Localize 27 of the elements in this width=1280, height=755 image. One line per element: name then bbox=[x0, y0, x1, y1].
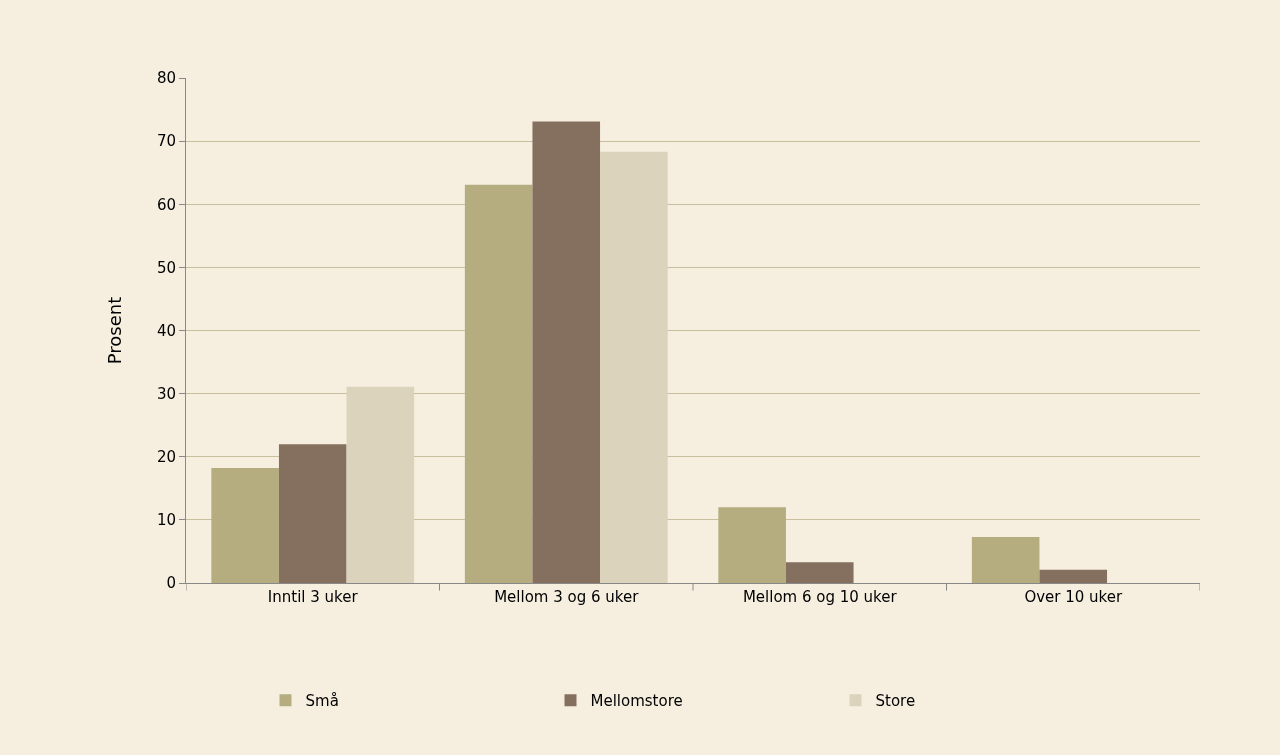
bar bbox=[464, 184, 533, 583]
x-tick-label: Mellom 3 og 6 uker bbox=[494, 588, 640, 606]
bar bbox=[532, 121, 601, 583]
bar bbox=[211, 468, 279, 583]
legend-label: Små bbox=[305, 692, 339, 711]
y-tick-label: 20 bbox=[156, 448, 176, 466]
bar bbox=[346, 386, 415, 583]
y-tick-label: 10 bbox=[156, 511, 176, 530]
y-tick-label: 30 bbox=[156, 384, 176, 403]
legend-label: Store bbox=[875, 692, 916, 711]
bar bbox=[1039, 569, 1108, 583]
x-tick-label: Inntil 3 uker bbox=[267, 588, 359, 606]
bar bbox=[278, 444, 347, 583]
y-tick-label: 50 bbox=[156, 258, 176, 277]
bar bbox=[971, 536, 1040, 583]
x-tick-label: Over 10 uker bbox=[1024, 588, 1123, 606]
y-tick-label: 60 bbox=[156, 195, 176, 214]
y-tick-label: 40 bbox=[156, 321, 176, 340]
x-tick-label: Mellom 6 og 10 uker bbox=[742, 588, 898, 606]
y-axis-title: Prosent bbox=[104, 296, 126, 365]
bar bbox=[600, 151, 668, 583]
y-tick-label: 0 bbox=[166, 574, 176, 593]
legend-label: Mellomstore bbox=[590, 692, 683, 711]
bar bbox=[785, 562, 854, 583]
y-tick-label: 80 bbox=[156, 69, 176, 88]
bar bbox=[718, 507, 786, 583]
y-tick-label: 70 bbox=[156, 132, 176, 151]
